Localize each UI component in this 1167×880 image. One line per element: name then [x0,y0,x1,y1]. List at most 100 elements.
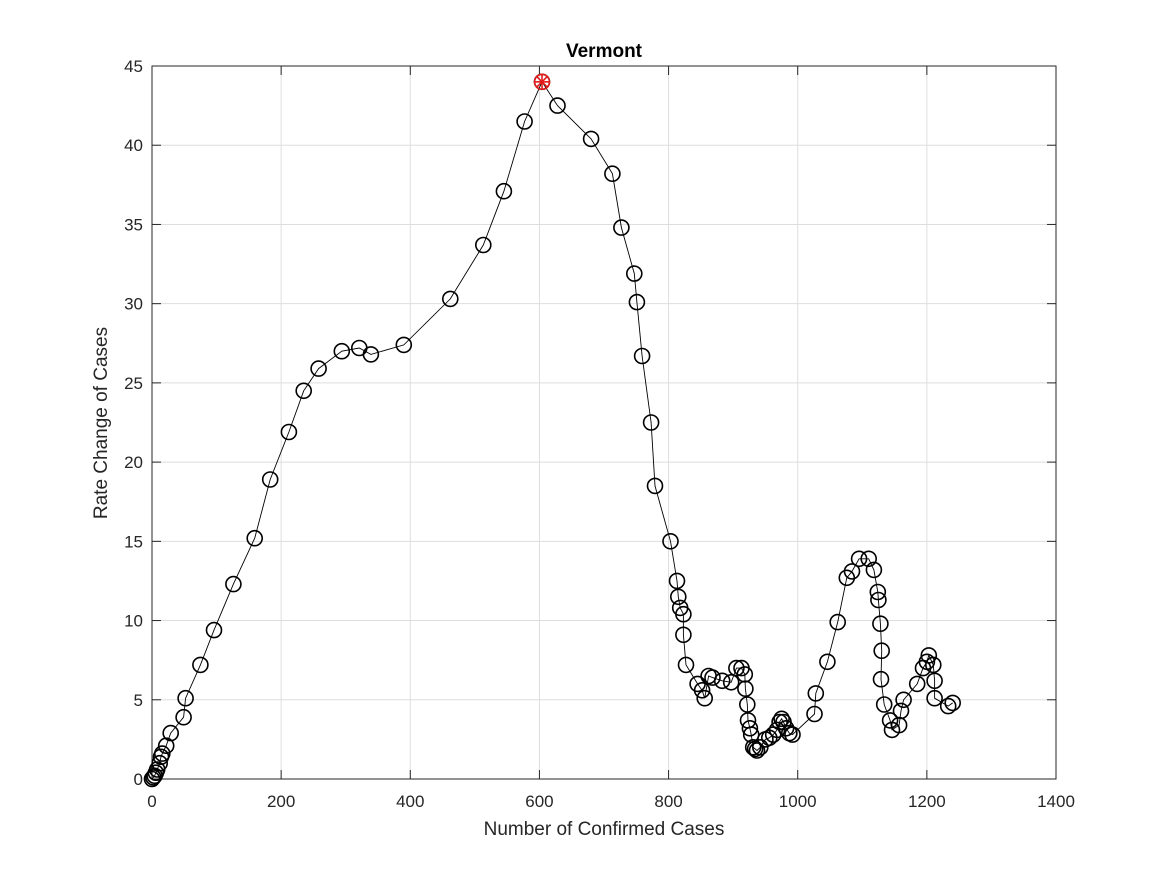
series [143,73,962,788]
data-point [773,710,790,728]
data-point [474,236,492,254]
data-point [613,219,630,236]
data-point [924,656,942,674]
data-point [162,724,179,742]
y-tick-labels: 0 5 10 15 20 25 30 35 40 45 [124,57,143,789]
data-point [677,656,695,674]
data-point [205,621,223,639]
data-point [175,708,192,726]
data-point [737,680,754,698]
x-axis-label: Number of Confirmed Cases [484,819,725,840]
data-point [865,561,883,579]
data-point [696,689,714,707]
data-point [662,532,679,550]
data-point [395,336,413,354]
data-point [151,754,168,772]
y-tick-label: 5 [134,691,143,710]
data-point [261,471,279,488]
y-tick-label: 45 [124,57,143,76]
data-point [926,672,943,690]
plot-area-frame [151,65,1057,780]
y-tick-label: 0 [134,770,143,789]
data-point [154,745,171,762]
x-tick-label: 1000 [779,792,817,811]
data-point [177,689,194,707]
x-tick-label: 400 [396,792,424,811]
data-point [669,588,687,606]
data-point [675,605,692,623]
data-point [713,672,731,690]
data-point [628,293,646,311]
x-tick-labels: 0 200 400 600 800 1000 1200 1400 [147,792,1075,811]
series-line [151,80,953,780]
x-tick-label: 600 [525,792,553,811]
data-point [495,182,513,200]
data-point [192,656,209,674]
data-point [362,346,380,363]
y-tick-label: 30 [124,295,143,314]
data-point [777,719,795,737]
data-point [225,575,242,593]
grid [151,65,1057,780]
data-point [939,697,957,715]
data-point [881,712,899,729]
data-point [843,563,861,580]
data-point [860,550,878,568]
data-point [668,572,686,590]
data-point [875,696,893,713]
data-point [741,719,759,737]
data-point [873,642,891,660]
chart-title: Vermont [566,41,643,62]
data-point [728,659,745,677]
data-point [771,713,788,731]
data-point [944,694,962,712]
data-point [625,265,643,282]
data-point [748,742,766,759]
data-point [646,477,664,495]
y-tick-label: 25 [124,374,143,393]
y-tick-label: 20 [124,453,143,472]
data-point [310,360,327,377]
data-point [869,583,887,601]
y-tick-label: 40 [124,136,143,155]
data-point [784,726,801,743]
data-point [516,113,533,130]
data-point [604,165,621,182]
data-point [295,382,313,400]
data-point [892,702,910,720]
data-point [744,738,762,756]
data-point [829,613,847,631]
peak-highlight [533,73,551,91]
data-point [920,647,938,664]
x-tick-label: 800 [654,792,682,811]
data-point [807,685,825,702]
data-point [280,423,298,441]
data-point [850,550,868,568]
data-point [693,681,711,699]
data-point [872,615,889,633]
x-tick-label: 1400 [1037,792,1075,811]
x-tick-label: 200 [267,792,295,811]
data-point [819,653,836,671]
data-point [246,529,263,547]
y-axis-label: Rate Change of Cases [91,327,112,519]
data-point [872,670,890,688]
data-point [926,689,943,707]
y-tick-label: 35 [124,215,143,234]
data-point [806,705,823,723]
data-point [908,675,926,693]
data-point [633,347,651,365]
data-point [333,342,351,360]
ticks [151,65,1057,780]
y-tick-label: 15 [124,532,143,551]
y-tick-label: 10 [124,612,143,631]
x-tick-label: 1200 [908,792,946,811]
data-point [582,130,600,148]
data-point [895,691,912,709]
data-point [642,414,660,431]
data-point [738,696,756,713]
data-point [441,290,459,308]
data-point [704,669,721,686]
